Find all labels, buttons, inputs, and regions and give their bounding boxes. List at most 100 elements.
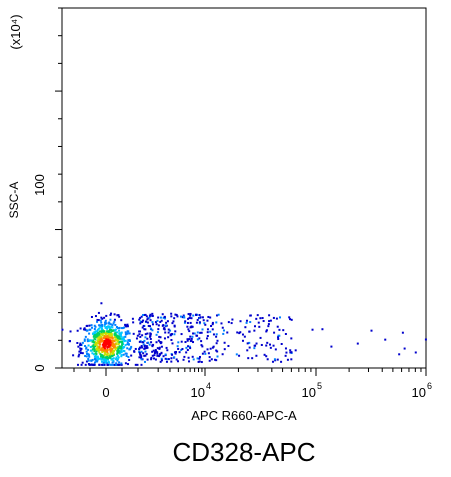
data-point — [128, 332, 131, 335]
data-point — [109, 332, 112, 335]
data-point — [98, 363, 101, 366]
data-point — [88, 324, 91, 327]
data-point — [174, 352, 177, 355]
data-point — [111, 336, 114, 339]
data-point — [83, 339, 86, 342]
data-point — [139, 353, 142, 356]
data-point — [208, 359, 211, 362]
data-point — [128, 358, 131, 361]
data-point — [166, 349, 169, 352]
data-point — [265, 355, 268, 358]
data-point — [77, 355, 80, 358]
data-point — [94, 331, 97, 334]
data-point — [113, 318, 116, 321]
data-point — [154, 321, 157, 324]
data-point — [104, 321, 107, 324]
data-point — [87, 344, 90, 347]
data-point — [249, 321, 252, 324]
data-point — [95, 360, 98, 363]
data-point — [246, 342, 249, 345]
data-point — [99, 338, 102, 341]
data-point — [101, 351, 104, 354]
data-point — [104, 361, 107, 364]
data-point — [255, 317, 258, 320]
data-point — [97, 327, 100, 330]
data-point — [114, 335, 117, 338]
data-point — [118, 352, 121, 355]
data-point — [155, 333, 158, 336]
data-point — [123, 350, 126, 353]
data-point — [170, 312, 173, 315]
data-point — [102, 336, 105, 339]
data-point — [414, 351, 417, 354]
data-point — [236, 331, 239, 334]
data-point — [93, 357, 96, 360]
data-point — [93, 349, 96, 352]
data-point — [215, 359, 218, 362]
data-point — [88, 355, 91, 358]
data-point — [106, 351, 109, 354]
data-point — [244, 326, 247, 329]
data-point — [259, 336, 262, 339]
data-point — [112, 359, 115, 362]
data-point — [189, 312, 192, 315]
data-point — [116, 351, 119, 354]
data-point — [115, 342, 118, 345]
data-point — [98, 338, 101, 341]
data-point — [138, 356, 141, 359]
data-point — [198, 360, 201, 363]
data-point — [106, 350, 109, 353]
data-point — [98, 324, 101, 327]
data-point — [97, 311, 100, 314]
data-point — [72, 354, 75, 357]
data-point — [96, 347, 99, 350]
data-point — [116, 358, 119, 361]
data-point — [424, 338, 427, 341]
data-point — [238, 354, 241, 357]
data-point — [109, 331, 112, 334]
data-point — [124, 344, 127, 347]
data-point — [87, 348, 90, 351]
data-point — [128, 348, 131, 351]
data-point — [97, 319, 100, 322]
data-point — [103, 354, 106, 357]
data-point — [105, 343, 108, 346]
data-point — [114, 329, 117, 332]
data-point — [150, 341, 153, 344]
data-point — [186, 321, 189, 324]
data-point — [97, 331, 100, 334]
data-point — [165, 360, 168, 363]
y-tick-label-0: 0 — [32, 364, 47, 371]
data-point — [118, 329, 121, 332]
data-point — [110, 336, 113, 339]
data-point — [127, 339, 130, 342]
data-point — [163, 316, 166, 319]
data-point — [120, 347, 123, 350]
data-point — [114, 338, 117, 341]
data-point — [199, 331, 202, 334]
data-point — [152, 349, 155, 352]
data-point — [167, 331, 170, 334]
data-point — [98, 341, 101, 344]
data-point — [95, 357, 98, 360]
data-point — [106, 345, 109, 348]
data-point — [127, 355, 130, 358]
data-point — [160, 341, 163, 344]
data-point — [165, 321, 168, 324]
data-point — [84, 344, 87, 347]
data-point — [172, 320, 175, 323]
data-point — [139, 335, 142, 338]
data-point — [106, 357, 109, 360]
data-point — [149, 313, 152, 316]
data-point — [96, 348, 99, 351]
data-point — [199, 355, 202, 358]
data-point — [134, 363, 137, 366]
data-point — [85, 324, 88, 327]
data-point — [198, 357, 201, 360]
data-point — [124, 335, 127, 338]
data-point — [177, 347, 180, 350]
data-point — [111, 326, 114, 329]
data-point — [93, 324, 96, 327]
data-point — [117, 327, 120, 330]
data-point — [98, 345, 101, 348]
